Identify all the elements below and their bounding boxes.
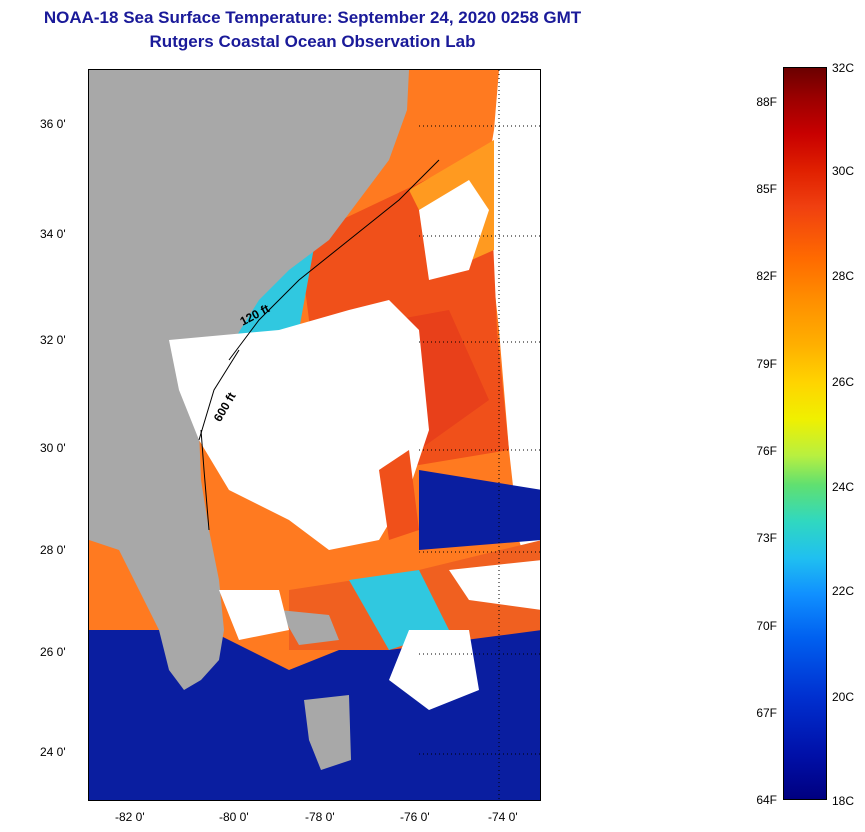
sst-map-image: [89, 70, 540, 800]
lon-label-76: -76 0': [400, 810, 430, 824]
lon-label-82: -82 0': [115, 810, 145, 824]
colorbar-label-64f: 64F: [756, 793, 777, 807]
colorbar-label-73f: 73F: [756, 531, 777, 545]
colorbar-label-18c: 18C: [832, 794, 855, 808]
colorbar-label-20c: 20C: [832, 690, 855, 704]
colorbar-label-32c: 32C: [832, 61, 855, 75]
colorbar-label-79f: 79F: [756, 357, 777, 371]
temperature-colorbar: [783, 67, 827, 800]
colorbar-label-28c: 28C: [832, 269, 855, 283]
title-line-2: Rutgers Coastal Ocean Observation Lab: [149, 32, 476, 51]
lat-label-26: 26 0': [40, 645, 66, 659]
colorbar-label-85f: 85F: [756, 182, 777, 196]
lat-label-36: 36 0': [40, 117, 66, 131]
colorbar-label-22c: 22C: [832, 584, 855, 598]
colorbar-label-30c: 30C: [832, 164, 855, 178]
sst-map: 120 ft 600 ft: [88, 69, 541, 801]
lat-label-32: 32 0': [40, 333, 66, 347]
colorbar-label-24c: 24C: [832, 480, 855, 494]
colorbar-label-76f: 76F: [756, 444, 777, 458]
map-title: NOAA-18 Sea Surface Temperature: Septemb…: [0, 6, 625, 54]
colorbar-label-82f: 82F: [756, 269, 777, 283]
lon-label-80: -80 0': [219, 810, 249, 824]
lat-label-34: 34 0': [40, 227, 66, 241]
colorbar-label-70f: 70F: [756, 619, 777, 633]
lon-label-74: -74 0': [488, 810, 518, 824]
lat-label-28: 28 0': [40, 543, 66, 557]
lat-label-24: 24 0': [40, 745, 66, 759]
colorbar-label-26c: 26C: [832, 375, 855, 389]
colorbar-label-88f: 88F: [756, 95, 777, 109]
colorbar-label-67f: 67F: [756, 706, 777, 720]
lon-label-78: -78 0': [305, 810, 335, 824]
title-line-1: NOAA-18 Sea Surface Temperature: Septemb…: [43, 8, 582, 27]
lat-label-30: 30 0': [40, 441, 66, 455]
